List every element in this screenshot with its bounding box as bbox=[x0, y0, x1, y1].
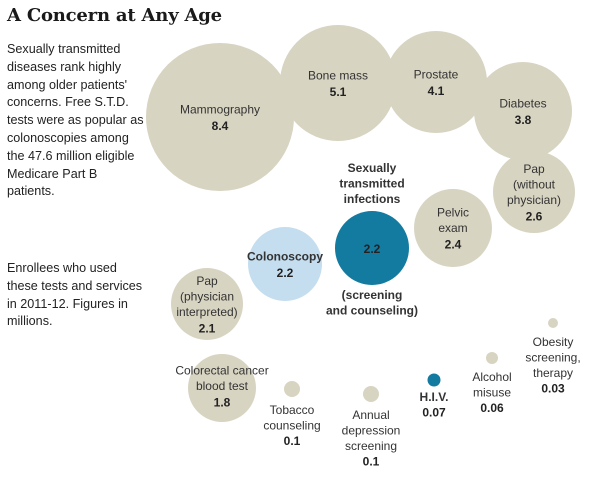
bubble-hiv bbox=[427, 373, 441, 387]
bubble-pap-physician-interpreted bbox=[171, 268, 243, 340]
bubble-label-pap-without-physician: physician) bbox=[507, 193, 561, 207]
bubble-label-sti: Sexually bbox=[348, 161, 397, 175]
bubble-label-tobacco: Tobacco bbox=[270, 403, 315, 417]
bubble-label-mammography: Mammography bbox=[180, 102, 260, 116]
bubble-value-prostate: 4.1 bbox=[428, 84, 445, 98]
bubble-depression bbox=[363, 386, 379, 402]
bubble-label-pap-physician-interpreted: Pap bbox=[196, 274, 218, 288]
bubble-value-obesity: 0.03 bbox=[541, 382, 565, 396]
bubble-value-diabetes: 3.8 bbox=[515, 113, 532, 127]
bubble-label-sti: infections bbox=[344, 192, 401, 206]
chart-title: A Concern at Any Age bbox=[7, 5, 222, 26]
bubble-prostate bbox=[385, 31, 487, 133]
bubble-colorectal-blood-test bbox=[188, 354, 256, 422]
bubble-label-depression: Annual bbox=[352, 408, 389, 422]
bubble-label-colorectal-blood-test: Colorectal cancer bbox=[175, 364, 268, 378]
bubble-label-pelvic-exam: exam bbox=[438, 221, 467, 235]
bubble-sublabel-sti: (screening bbox=[342, 288, 403, 302]
bubble-label-alcohol: misuse bbox=[473, 386, 511, 400]
bubble-value-depression: 0.1 bbox=[363, 455, 380, 469]
bubble-bone-mass bbox=[280, 25, 396, 141]
bubble-value-colonoscopy: 2.2 bbox=[277, 266, 294, 280]
intro-text: Sexually transmitted diseases rank highl… bbox=[7, 42, 144, 199]
bubble-value-pelvic-exam: 2.4 bbox=[445, 238, 462, 252]
bubble-pelvic-exam bbox=[414, 189, 492, 267]
bubble-label-pap-without-physician: Pap bbox=[523, 162, 545, 176]
bubble-value-colorectal-blood-test: 1.8 bbox=[214, 396, 231, 410]
bubble-label-pap-without-physician: (without bbox=[513, 177, 556, 191]
bubble-value-tobacco: 0.1 bbox=[284, 434, 301, 448]
bubble-value-bone-mass: 5.1 bbox=[330, 85, 347, 99]
bubble-alcohol bbox=[486, 352, 498, 364]
bubble-value-pap-without-physician: 2.6 bbox=[526, 209, 543, 223]
bubble-label-colorectal-blood-test: blood test bbox=[196, 379, 249, 393]
bubble-colonoscopy bbox=[248, 227, 322, 301]
bubble-value-hiv: 0.07 bbox=[422, 406, 446, 420]
note-text: Enrollees who used these tests and servi… bbox=[7, 261, 143, 329]
bubble-sublabel-sti: and counseling) bbox=[326, 304, 418, 318]
bubble-pap-without-physician bbox=[493, 151, 575, 233]
bubble-label-prostate: Prostate bbox=[414, 67, 459, 81]
bubble-label-alcohol: Alcohol bbox=[472, 370, 511, 384]
bubble-value-alcohol: 0.06 bbox=[480, 401, 504, 415]
bubble-label-diabetes: Diabetes bbox=[499, 96, 546, 110]
bubble-label-pap-physician-interpreted: (physician bbox=[180, 289, 234, 303]
bubble-value-mammography: 8.4 bbox=[212, 119, 229, 133]
bubble-value-sti: 2.2 bbox=[364, 242, 381, 256]
bubble-obesity bbox=[548, 318, 558, 328]
bubble-label-pap-physician-interpreted: interpreted) bbox=[176, 305, 237, 319]
bubble-label-depression: depression bbox=[342, 424, 401, 438]
bubble-label-hiv: H.I.V. bbox=[420, 390, 449, 404]
bubble-label-obesity: screening, bbox=[525, 351, 580, 365]
bubble-diabetes bbox=[474, 62, 572, 160]
bubble-label-bone-mass: Bone mass bbox=[308, 68, 368, 82]
bubble-label-depression: screening bbox=[345, 439, 397, 453]
bubble-label-obesity: therapy bbox=[533, 366, 573, 380]
bubble-label-tobacco: counseling bbox=[263, 419, 320, 433]
bubble-value-pap-physician-interpreted: 2.1 bbox=[199, 321, 216, 335]
bubble-label-pelvic-exam: Pelvic bbox=[437, 206, 469, 220]
bubble-label-obesity: Obesity bbox=[533, 335, 574, 349]
bubble-label-sti: transmitted bbox=[339, 177, 404, 191]
bubble-mammography bbox=[146, 43, 294, 191]
bubble-tobacco bbox=[284, 381, 300, 397]
bubble-label-colonoscopy: Colonoscopy bbox=[247, 249, 323, 263]
bubble-sti bbox=[335, 211, 409, 285]
